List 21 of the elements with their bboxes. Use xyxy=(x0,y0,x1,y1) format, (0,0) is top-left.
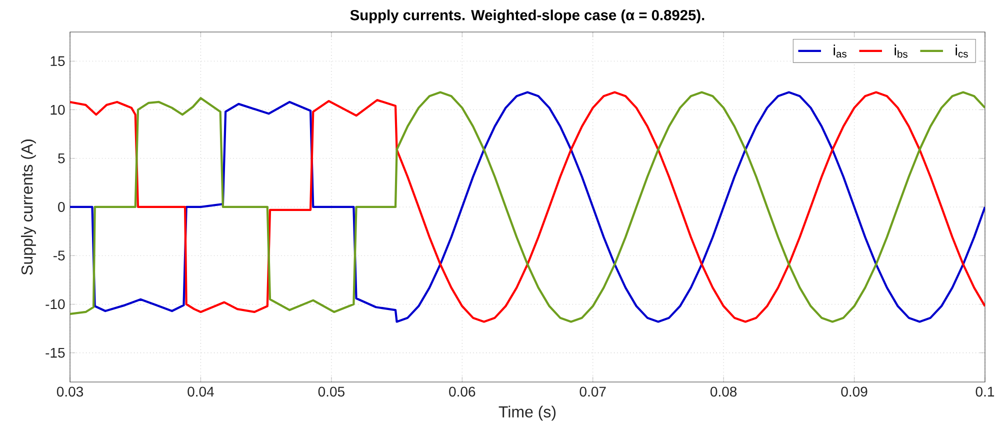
x-tick-label: 0.06 xyxy=(449,386,476,397)
legend-label: i$_{bs}$ xyxy=(894,44,908,58)
x-tick-label: 0.03 xyxy=(56,386,84,397)
chart-title: Supply currents. Weighted-slope case (α = 0.8925). xyxy=(350,10,704,24)
x-tick-label: 0.04 xyxy=(188,386,214,397)
y-tick-label: -10 xyxy=(46,299,65,310)
y-tick-label: 10 xyxy=(50,104,65,115)
x-tick-label: 0.05 xyxy=(318,386,344,397)
legend-label: i$_{as}$ xyxy=(834,44,846,58)
x-axis-title: Time (s) xyxy=(498,406,556,421)
y-tick-label: 5 xyxy=(58,154,65,164)
y-tick-label: 0 xyxy=(58,202,65,212)
y-tick-label: 15 xyxy=(50,56,65,66)
legend-label: i$_{cs}$ xyxy=(956,44,968,58)
x-tick-label: 0.09 xyxy=(841,386,868,397)
y-axis-title: Supply currents (A) xyxy=(21,140,36,275)
x-tick-label: 0.1 xyxy=(976,386,994,397)
y-tick-label: -15 xyxy=(46,348,65,358)
x-tick-label: 0.07 xyxy=(580,386,606,397)
x-tick-label: 0.08 xyxy=(710,386,737,397)
y-tick-label: -5 xyxy=(53,250,65,260)
